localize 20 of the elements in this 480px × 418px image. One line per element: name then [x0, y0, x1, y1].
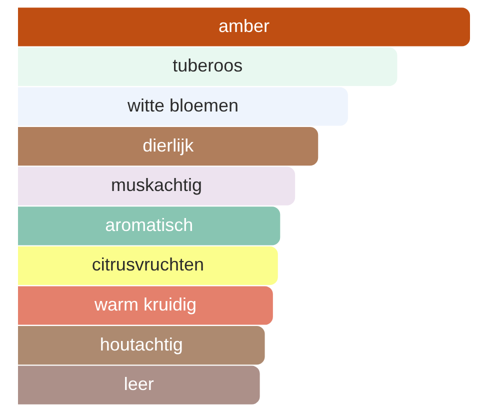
bar	[18, 286, 273, 325]
bar	[18, 246, 278, 286]
bar	[18, 206, 280, 246]
y-tick-label: leer	[124, 374, 154, 394]
y-tick-label: dierlijk	[142, 135, 195, 156]
bar	[18, 166, 296, 206]
y-tick-label: citrusvruchten	[92, 254, 204, 275]
bar	[18, 366, 260, 404]
y-tick-label: amber	[218, 16, 270, 36]
bar	[18, 326, 265, 365]
y-tick-label: houtachtig	[100, 334, 183, 354]
y-tick-label: witte bloemen	[126, 95, 239, 116]
y-tick-label: muskachtig	[111, 175, 202, 196]
y-tick-label: aromatisch	[105, 214, 194, 235]
y-tick-label: tuberoos	[172, 56, 243, 76]
y-tick-label: warm kruidig	[93, 294, 196, 314]
bar	[18, 87, 348, 126]
bar	[18, 8, 470, 46]
bar	[18, 126, 318, 166]
bar	[18, 47, 398, 86]
